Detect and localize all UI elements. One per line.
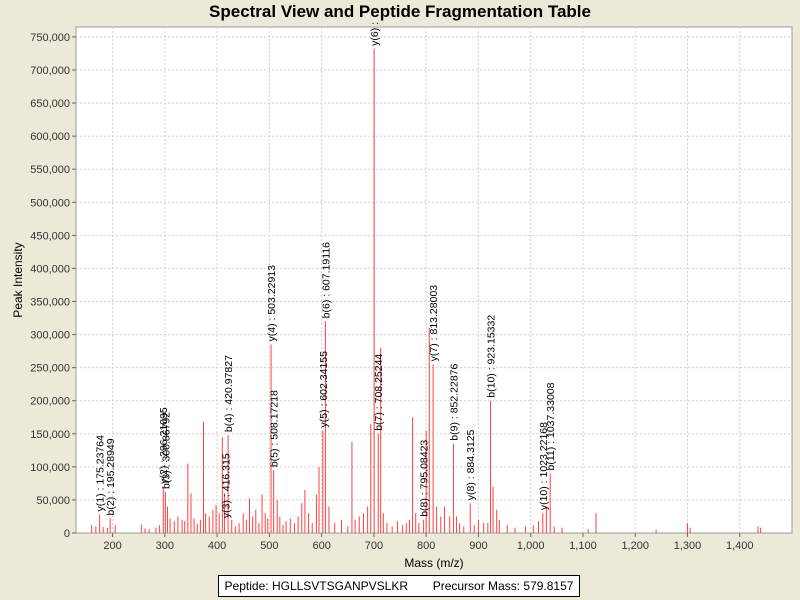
peptide-info-box: Peptide: HGLLSVTSGANPVSLKR Precursor Mas… bbox=[218, 575, 580, 597]
x-tick-label: 400 bbox=[208, 540, 226, 552]
peak-annotation-label: y(8) : 884.3125 bbox=[465, 429, 477, 500]
peak-annotation-label: b(6) : 607.19116 bbox=[320, 242, 332, 318]
plot-background bbox=[75, 26, 793, 534]
peak-annotation-label: b(8) : 795.08423 bbox=[419, 440, 431, 517]
chart-title: Spectral View and Peptide Fragmentation … bbox=[209, 2, 591, 21]
peak-annotation-label: b(9) : 852.22876 bbox=[448, 363, 460, 440]
peak-annotation-label: y(1) : 175.23764 bbox=[95, 435, 107, 512]
y-tick-label: 50,000 bbox=[36, 495, 70, 507]
peptide-label: Peptide: bbox=[224, 579, 269, 593]
y-tick-label: 500,000 bbox=[30, 197, 70, 209]
x-tick-label: 1,400 bbox=[726, 540, 754, 552]
precursor-mass-label: Precursor Mass: bbox=[432, 579, 521, 593]
peak-series bbox=[91, 48, 762, 533]
peak-annotation-label: y(7) : 813.28003 bbox=[428, 285, 440, 362]
x-tick-label: 1,000 bbox=[517, 540, 545, 552]
precursor-mass-value: 579.8157 bbox=[523, 579, 574, 593]
peak-annotation-label: b(7) : 708.25244 bbox=[373, 354, 385, 431]
y-tick-label: 150,000 bbox=[30, 429, 70, 441]
peak-annotation-label: b(11) : 1037.33008 bbox=[545, 382, 557, 470]
y-tick-label: 400,000 bbox=[30, 263, 70, 275]
x-tick-label: 500 bbox=[260, 540, 278, 552]
peak-annotation-label: y(5) : 602.34155 bbox=[318, 351, 330, 428]
x-tick-label: 1,200 bbox=[621, 540, 649, 552]
peak-annotation-label: b(3) : 300.86792 bbox=[160, 412, 172, 489]
peak-annotation-label: y(6) : bbox=[369, 22, 381, 46]
y-tick-label: 600,000 bbox=[30, 131, 70, 143]
y-tick-label: 250,000 bbox=[30, 363, 70, 375]
y-tick-label: 350,000 bbox=[30, 296, 70, 308]
axes: 0 50,000 100,000 150,000 200,000 250,000 300,0… bbox=[30, 32, 753, 552]
peak-annotation-label: y(2) : 296.21095 bbox=[158, 407, 170, 484]
x-tick-label: 200 bbox=[103, 540, 121, 552]
x-tick-label: 800 bbox=[417, 540, 435, 552]
peak-annotation-label: b(5) : 508.17218 bbox=[269, 390, 281, 467]
x-tick-label: 900 bbox=[469, 540, 487, 552]
peak-annotation-label: y(10) : 1023.22168 bbox=[538, 422, 550, 510]
y-tick-label: 650,000 bbox=[30, 98, 70, 110]
y-tick-label: 450,000 bbox=[30, 230, 70, 242]
y-tick-label: 550,000 bbox=[30, 164, 70, 176]
x-tick-label: 700 bbox=[365, 540, 383, 552]
peak-annotation-label: y(3) : 416.315 bbox=[221, 453, 233, 518]
peak-annotation-label: b(4) : 420.97827 bbox=[223, 355, 235, 432]
y-tick-label: 200,000 bbox=[30, 396, 70, 408]
peak-annotation-label: b(2) : 195.28949 bbox=[105, 438, 117, 515]
x-tick-label: 300 bbox=[156, 540, 174, 552]
y-tick-label: 100,000 bbox=[30, 462, 70, 474]
y-tick-label: 300,000 bbox=[30, 330, 70, 342]
y-tick-label: 750,000 bbox=[30, 32, 70, 44]
peak-annotation-label: b(10) : 923.15332 bbox=[486, 315, 498, 398]
x-tick-label: 1,300 bbox=[674, 540, 702, 552]
peptide-value: HGLLSVTSGANPVSLKR bbox=[271, 579, 408, 593]
x-tick-label: 600 bbox=[312, 540, 330, 552]
peak-annotation-label: y(4) : 503.22913 bbox=[266, 265, 278, 342]
x-axis-label: Mass (m/z) bbox=[404, 556, 463, 570]
x-tick-label: 1,100 bbox=[569, 540, 597, 552]
y-tick-label: 700,000 bbox=[30, 65, 70, 77]
y-axis-label: Peak Intensity bbox=[11, 242, 25, 317]
y-tick-label: 0 bbox=[64, 528, 70, 540]
